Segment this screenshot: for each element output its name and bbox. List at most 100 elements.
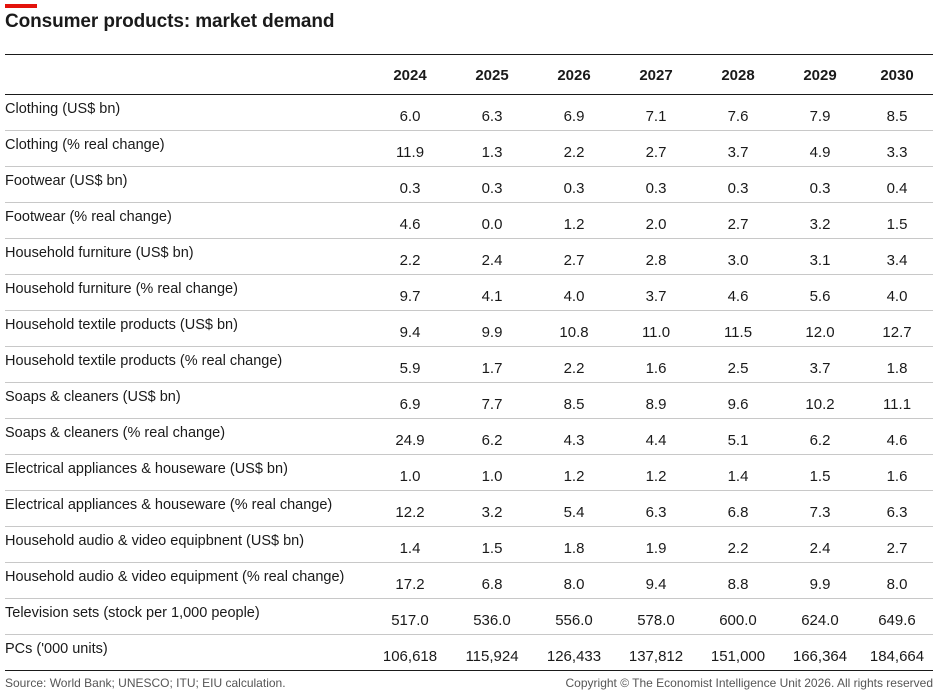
data-cell-2030: 1.6 xyxy=(886,468,908,485)
data-cell-2029: 5.6 xyxy=(809,288,831,305)
data-cell-2029: 7.3 xyxy=(809,504,831,521)
data-cell-2030: 11.1 xyxy=(882,396,912,413)
data-cell-2028: 9.6 xyxy=(727,396,749,413)
table-row: PCs ('000 units) 106,618 115,924 126,433 137… xyxy=(5,635,933,671)
data-cell-2030: 8.0 xyxy=(886,576,908,593)
data-cell-2026: 8.5 xyxy=(563,396,585,413)
data-cell-2026: 10.8 xyxy=(559,324,589,341)
column-header-2026: 2026 xyxy=(557,67,591,84)
data-cell-2029: 2.4 xyxy=(809,540,831,557)
data-cell-2029: 3.1 xyxy=(809,252,831,269)
data-cell-2030: 6.3 xyxy=(886,504,908,521)
copyright-note: Copyright © The Economist Intelligence U… xyxy=(565,676,933,690)
row-label: Soaps & cleaners (US$ bn) xyxy=(5,389,181,405)
data-cell-2027: 137,812 xyxy=(628,648,684,665)
data-cell-2028: 7.6 xyxy=(727,108,749,125)
data-cell-2030: 3.4 xyxy=(886,252,908,269)
data-cell-2025: 7.7 xyxy=(481,396,503,413)
data-table: 2024 2025 2026 2027 2028 2029 2030 Clothing (U… xyxy=(5,54,933,671)
data-cell-2024: 4.6 xyxy=(399,216,421,233)
data-cell-2028: 2.5 xyxy=(727,360,749,377)
data-cell-2029: 6.2 xyxy=(809,432,831,449)
table-row: Household textile products (% real chang… xyxy=(5,347,933,383)
row-label: Household textile products (US$ bn) xyxy=(5,317,238,333)
data-cell-2028: 2.2 xyxy=(727,540,749,557)
data-cell-2028: 1.4 xyxy=(727,468,749,485)
data-cell-2028: 6.8 xyxy=(727,504,749,521)
row-label: Household furniture (US$ bn) xyxy=(5,245,194,261)
row-label: Clothing (US$ bn) xyxy=(5,101,121,117)
header-row: 2024 2025 2026 2027 2028 2029 2030 xyxy=(5,54,933,95)
data-cell-2027: 4.4 xyxy=(645,432,667,449)
data-cell-2027: 2.7 xyxy=(645,144,667,161)
data-cell-2027: 3.7 xyxy=(645,288,667,305)
data-cell-2027: 9.4 xyxy=(645,576,667,593)
data-cell-2025: 536.0 xyxy=(473,612,511,629)
data-cell-2025: 1.3 xyxy=(481,144,503,161)
table-row: Clothing (US$ bn) 6.0 6.3 6.9 7.1 7.6 7.9 8.5 xyxy=(5,95,933,131)
source-note: Source: World Bank; UNESCO; ITU; EIU cal… xyxy=(5,676,286,690)
data-cell-2024: 106,618 xyxy=(382,648,438,665)
data-cell-2024: 17.2 xyxy=(395,576,425,593)
header-label-cell xyxy=(5,55,369,95)
data-cell-2027: 1.9 xyxy=(645,540,667,557)
data-cell-2029: 10.2 xyxy=(805,396,835,413)
data-cell-2027: 11.0 xyxy=(641,324,671,341)
data-cell-2025: 1.7 xyxy=(481,360,503,377)
data-cell-2026: 6.9 xyxy=(563,108,585,125)
row-label: PCs ('000 units) xyxy=(5,641,108,657)
row-label: Household audio & video equipment (% rea… xyxy=(5,569,345,585)
data-cell-2027: 1.6 xyxy=(645,360,667,377)
data-cell-2026: 556.0 xyxy=(555,612,593,629)
data-cell-2024: 11.9 xyxy=(395,144,425,161)
row-label: Household audio & video equipbnent (US$ … xyxy=(5,533,305,549)
table-row: Household audio & video equipbnent (US$ … xyxy=(5,527,933,563)
data-cell-2024: 24.9 xyxy=(395,432,425,449)
data-cell-2030: 1.5 xyxy=(886,216,908,233)
table-row: Household textile products (US$ bn) 9.4 9.… xyxy=(5,311,933,347)
data-cell-2025: 2.4 xyxy=(481,252,503,269)
data-cell-2026: 1.2 xyxy=(563,468,585,485)
data-cell-2029: 0.3 xyxy=(809,180,831,197)
data-cell-2027: 8.9 xyxy=(645,396,667,413)
data-cell-2029: 624.0 xyxy=(801,612,839,629)
accent-bar xyxy=(5,4,37,8)
table-row: Clothing (% real change) 11.9 1.3 2.2 2.7 3.7… xyxy=(5,131,933,167)
data-cell-2024: 0.3 xyxy=(399,180,421,197)
data-cell-2026: 4.0 xyxy=(563,288,585,305)
table-row: Soaps & cleaners (US$ bn) 6.9 7.7 8.5 8.9 9.6… xyxy=(5,383,933,419)
data-cell-2028: 4.6 xyxy=(727,288,749,305)
column-header-2030: 2030 xyxy=(880,67,914,84)
data-cell-2028: 3.7 xyxy=(727,144,749,161)
data-cell-2026: 2.2 xyxy=(563,360,585,377)
row-label: Footwear (% real change) xyxy=(5,209,172,225)
data-cell-2025: 1.0 xyxy=(481,468,503,485)
data-cell-2026: 126,433 xyxy=(546,648,602,665)
data-cell-2024: 1.0 xyxy=(399,468,421,485)
row-label: Household textile products (% real chang… xyxy=(5,353,283,369)
data-cell-2027: 578.0 xyxy=(637,612,675,629)
data-cell-2028: 2.7 xyxy=(727,216,749,233)
chart-title: Consumer products: market demand xyxy=(5,11,335,32)
data-cell-2029: 3.7 xyxy=(809,360,831,377)
data-cell-2029: 9.9 xyxy=(809,576,831,593)
data-cell-2025: 6.8 xyxy=(481,576,503,593)
table-body: Clothing (US$ bn) 6.0 6.3 6.9 7.1 7.6 7.9 8.5 Cl… xyxy=(5,95,933,671)
table-row: Television sets (stock per 1,000 people)… xyxy=(5,599,933,635)
data-cell-2027: 6.3 xyxy=(645,504,667,521)
data-cell-2028: 5.1 xyxy=(727,432,749,449)
table-row: Household furniture (% real change) 9.7 4.… xyxy=(5,275,933,311)
data-cell-2025: 4.1 xyxy=(481,288,503,305)
data-cell-2029: 3.2 xyxy=(809,216,831,233)
row-label: Television sets (stock per 1,000 people) xyxy=(5,605,260,621)
data-cell-2029: 1.5 xyxy=(809,468,831,485)
table-row: Electrical appliances & houseware (US$ b… xyxy=(5,455,933,491)
data-cell-2028: 0.3 xyxy=(727,180,749,197)
data-cell-2030: 0.4 xyxy=(886,180,908,197)
data-cell-2030: 4.0 xyxy=(886,288,908,305)
table-row: Footwear (% real change) 4.6 0.0 1.2 2.0 2.7 3… xyxy=(5,203,933,239)
data-cell-2025: 1.5 xyxy=(481,540,503,557)
data-cell-2028: 3.0 xyxy=(727,252,749,269)
data-cell-2030: 2.7 xyxy=(886,540,908,557)
data-cell-2027: 2.0 xyxy=(645,216,667,233)
